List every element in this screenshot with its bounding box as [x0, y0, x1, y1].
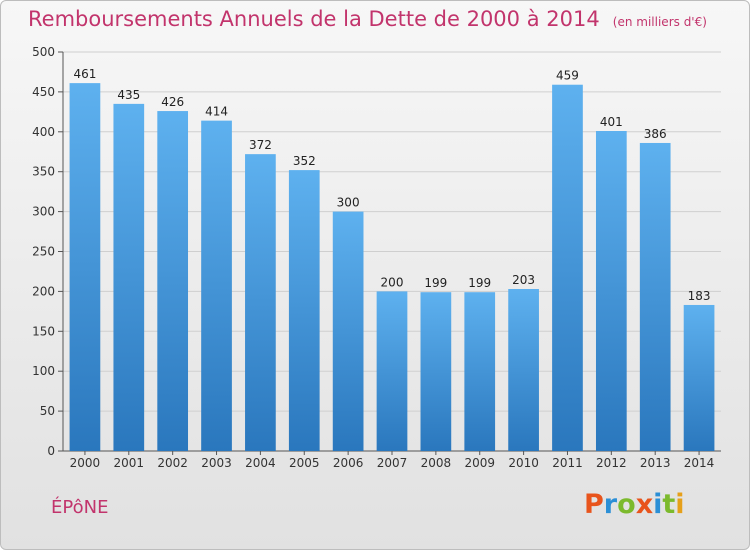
x-tick-label: 2005: [289, 456, 320, 470]
y-tick-label: 250: [32, 245, 55, 259]
title-row: Remboursements Annuels de la Dette de 20…: [28, 7, 707, 31]
bar-value-label: 200: [381, 275, 404, 289]
logo-letter: P: [584, 489, 604, 520]
logo-letter: x: [635, 489, 654, 520]
y-tick-label: 100: [32, 364, 55, 378]
x-tick-label: 2009: [464, 456, 495, 470]
logo-letter: r: [603, 489, 618, 520]
x-tick-label: 2013: [640, 456, 671, 470]
bar: [552, 84, 583, 451]
logo-letter: o: [617, 489, 636, 520]
bar: [245, 154, 276, 452]
y-tick-label: 450: [32, 85, 55, 99]
bar: [683, 304, 715, 451]
y-tick-label: 500: [32, 45, 55, 59]
bar: [201, 120, 232, 452]
bar-value-label: 199: [424, 276, 447, 290]
x-tick-label: 2006: [333, 456, 364, 470]
bar: [157, 111, 189, 451]
chart-subtitle: (en milliers d'€): [612, 15, 707, 29]
x-tick-label: 2001: [114, 456, 145, 470]
bar: [69, 83, 101, 451]
proxiti-logo: Proxiti: [584, 489, 685, 520]
bar: [288, 170, 320, 451]
bar: [420, 292, 452, 451]
bar: [464, 292, 496, 451]
bar: [376, 291, 408, 451]
bar-value-label: 372: [249, 138, 272, 152]
bar-value-label: 386: [644, 127, 667, 141]
bar: [639, 142, 671, 452]
logo-letter: t: [662, 489, 676, 520]
y-tick-label: 400: [32, 125, 55, 139]
y-tick-label: 150: [32, 324, 55, 338]
bar-value-label: 426: [161, 95, 184, 109]
x-tick-label: 2007: [377, 456, 408, 470]
logo-letter: i: [653, 489, 663, 520]
x-tick-label: 2014: [684, 456, 715, 470]
commune-name: ÉPôNE: [51, 497, 109, 518]
x-tick-label: 2003: [201, 456, 232, 470]
x-tick-label: 2004: [245, 456, 276, 470]
bar: [113, 103, 145, 452]
y-tick-label: 0: [47, 444, 55, 458]
bar-value-label: 352: [293, 154, 316, 168]
y-tick-label: 50: [40, 404, 55, 418]
bar-value-label: 414: [205, 105, 228, 119]
y-tick-label: 200: [32, 284, 55, 298]
bar: [595, 131, 627, 451]
bar-value-label: 435: [117, 88, 140, 102]
bar-value-label: 300: [337, 196, 360, 210]
bar-value-label: 459: [556, 69, 579, 83]
bar-value-label: 203: [512, 273, 535, 287]
chart-title: Remboursements Annuels de la Dette de 20…: [28, 7, 600, 31]
bar: [508, 289, 539, 451]
bar-value-label: 401: [600, 115, 623, 129]
bar-value-label: 183: [688, 289, 711, 303]
x-tick-label: 2012: [596, 456, 627, 470]
x-tick-label: 2000: [70, 456, 101, 470]
y-tick-label: 300: [32, 205, 55, 219]
bar-value-label: 461: [73, 67, 96, 81]
x-tick-label: 2010: [508, 456, 539, 470]
x-tick-label: 2002: [157, 456, 188, 470]
bar-value-label: 199: [468, 276, 491, 290]
bar: [332, 211, 364, 451]
x-tick-label: 2008: [421, 456, 452, 470]
x-tick-label: 2011: [552, 456, 583, 470]
y-tick-label: 350: [32, 165, 55, 179]
logo-letter: i: [675, 489, 685, 520]
